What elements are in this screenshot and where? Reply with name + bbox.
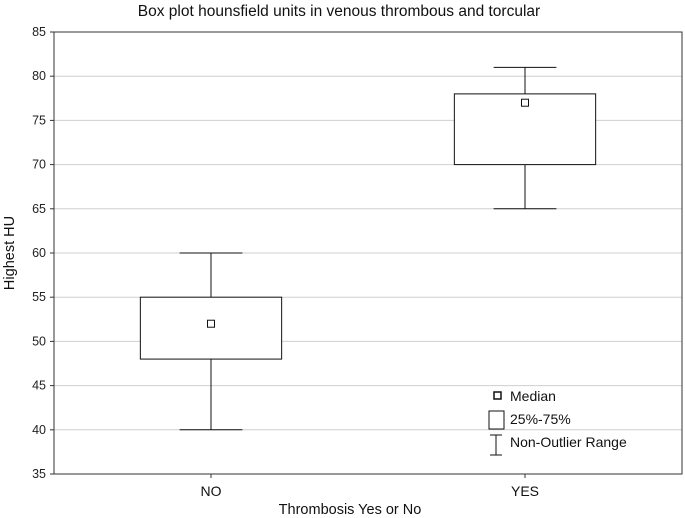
y-tick-label: 85 (32, 25, 46, 39)
median-marker (207, 319, 215, 328)
y-tick-label: 65 (32, 202, 46, 216)
legend-median-label: Median (510, 388, 556, 404)
legend-median-symbol (493, 391, 502, 400)
box-no (139, 252, 283, 431)
box-series (139, 66, 597, 431)
median-marker (521, 98, 529, 107)
legend-box-symbol (488, 410, 505, 430)
plot-frame (53, 31, 683, 475)
y-tick-label: 60 (32, 246, 46, 260)
iqr-box (139, 296, 283, 360)
y-tick-label: 35 (32, 467, 46, 481)
y-tick-label: 70 (32, 158, 46, 172)
y-tick-label: 55 (32, 290, 46, 304)
x-axis-categories: NO YES (201, 474, 539, 499)
y-tick-label: 45 (32, 379, 46, 393)
x-axis-label: Thrombosis Yes or No (279, 502, 422, 518)
y-tick-label: 40 (32, 423, 46, 437)
box-yes (453, 66, 597, 210)
y-tick-label: 75 (32, 113, 46, 127)
y-axis-ticks: 35 40 45 50 55 60 65 70 75 80 85 (32, 25, 54, 481)
x-category-label: YES (511, 483, 539, 499)
legend: Median 25%-75% Non-Outlier Range (488, 388, 627, 456)
x-category-label: NO (201, 483, 222, 499)
y-tick-label: 80 (32, 69, 46, 83)
y-tick-label: 50 (32, 334, 46, 348)
legend-range-symbol (490, 434, 502, 456)
chart-title: Box plot hounsfield units in venous thro… (138, 3, 540, 20)
legend-box-label: 25%-75% (510, 411, 571, 427)
y-axis-label: Highest HU (2, 216, 18, 290)
legend-range-label: Non-Outlier Range (510, 434, 627, 450)
